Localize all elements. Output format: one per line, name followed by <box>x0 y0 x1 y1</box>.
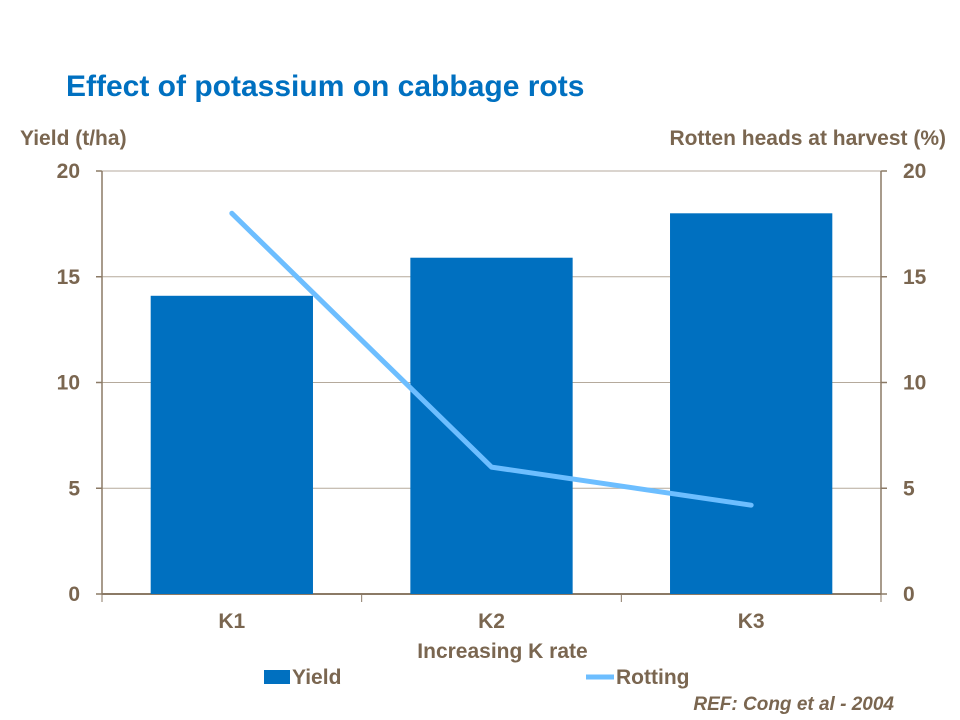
x-tick-label: K2 <box>478 610 505 633</box>
y-tick-label: 15 <box>57 266 81 289</box>
bar-k2 <box>410 257 573 594</box>
y2-tick-label: 0 <box>903 583 915 606</box>
y-tick-label: 10 <box>57 372 80 395</box>
y2-tick-label: 15 <box>903 266 927 289</box>
y2-tick-label: 20 <box>903 160 926 183</box>
legend-rotting-label: Rotting <box>616 666 689 689</box>
y-tick-label: 5 <box>68 477 80 500</box>
y2-tick-label: 5 <box>903 477 915 500</box>
chart-title: Effect of potassium on cabbage rots <box>66 70 585 103</box>
legend-yield-label: Yield <box>292 666 341 689</box>
y2-tick-label: 10 <box>903 372 926 395</box>
legend-yield-swatch <box>264 670 290 684</box>
x-axis-label: Increasing K rate <box>417 640 588 663</box>
x-tick-label: K3 <box>738 610 765 633</box>
y2-axis-label: Rotten heads at harvest (%) <box>669 127 946 150</box>
y-tick-label: 0 <box>68 583 80 606</box>
x-tick-label: K1 <box>218 610 245 633</box>
bar-k1 <box>150 295 313 594</box>
y-axis-label: Yield (t/ha) <box>20 127 127 150</box>
reference-note: REF: Cong et al - 2004 <box>693 694 894 715</box>
bar-k3 <box>670 213 833 595</box>
y-tick-label: 20 <box>57 160 80 183</box>
